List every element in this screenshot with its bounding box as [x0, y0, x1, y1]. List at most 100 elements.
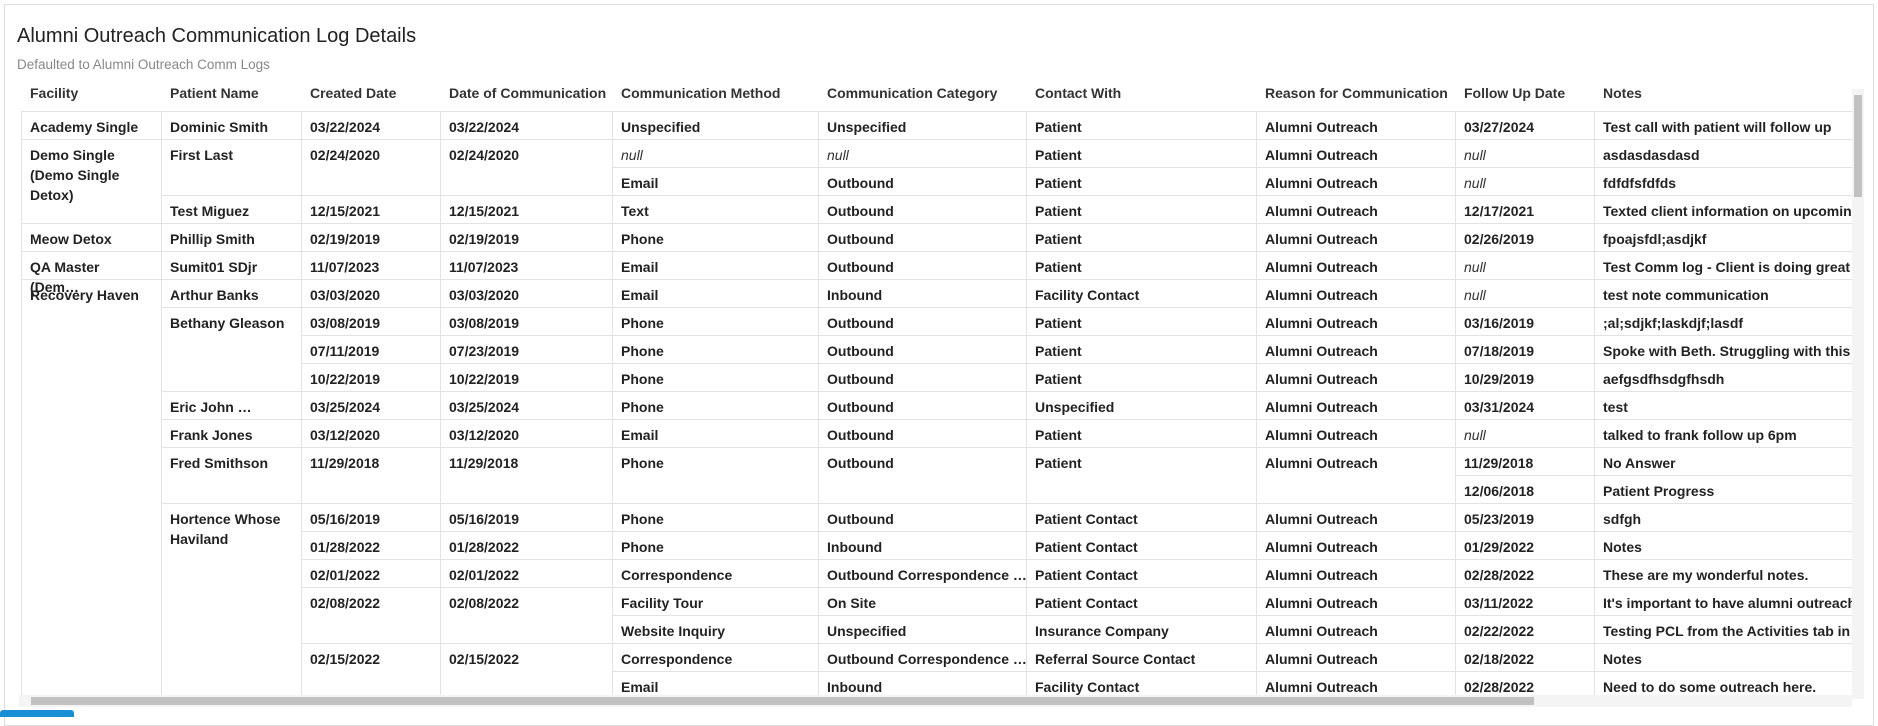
row-divider: [161, 279, 301, 280]
table-cell: asdasdasdasd: [1603, 147, 1700, 163]
table-cell: 03/08/2019: [310, 315, 381, 331]
table-cell: Website Inquiry: [621, 623, 725, 639]
row-divider: [440, 195, 612, 196]
table-cell: Demo Single (Demo Single Detox): [30, 147, 120, 203]
row-divider: [612, 447, 818, 448]
table-cell: Unspecified: [827, 623, 907, 639]
table-cell: Eric John …: [170, 399, 252, 415]
horizontal-scrollbar[interactable]: [19, 695, 1852, 707]
row-divider: [818, 419, 1026, 420]
table-cell: 11/07/2023: [449, 259, 519, 275]
scroll-thumb[interactable]: [31, 697, 1534, 705]
table-cell: No Answer: [1603, 455, 1676, 471]
table-cell: Alumni Outreach: [1265, 679, 1378, 695]
row-divider: [161, 251, 301, 252]
row-divider: [612, 391, 818, 392]
table-cell: Alumni Outreach: [1265, 371, 1378, 387]
table-cell: null: [1464, 427, 1486, 443]
row-divider: [161, 223, 301, 224]
table-cell: 03/25/2024: [449, 399, 520, 415]
row-divider: [301, 363, 440, 364]
table-cell: Patient: [1035, 259, 1082, 275]
table-cell: Unspecified: [827, 119, 907, 135]
table-cell: Patient: [1035, 147, 1082, 163]
row-divider: [1455, 447, 1594, 448]
row-divider: [1026, 587, 1256, 588]
row-divider: [612, 223, 818, 224]
table-cell: 07/18/2019: [1464, 343, 1535, 359]
table-cell: Email: [621, 175, 659, 191]
table-cell: 02/01/2022: [310, 567, 381, 583]
row-divider: [818, 643, 1026, 644]
table-cell: sdfgh: [1603, 511, 1642, 527]
table-cell: 07/11/2019: [310, 343, 380, 359]
row-divider: [1455, 531, 1594, 532]
column-header: Reason for Communication: [1265, 85, 1448, 101]
row-divider: [1256, 195, 1455, 196]
table-cell: Outbound: [827, 315, 894, 331]
table-cell: Alumni Outreach: [1265, 315, 1378, 331]
row-divider: [301, 447, 440, 448]
row-divider: [1026, 279, 1256, 280]
table-cell: 02/28/2022: [1464, 567, 1535, 583]
row-divider: [1594, 643, 1852, 644]
table-cell: Patient: [1035, 371, 1082, 387]
row-divider: [21, 251, 161, 252]
table-cell: Outbound: [827, 427, 894, 443]
table-cell: 02/19/2019: [310, 231, 381, 247]
table-cell: Alumni Outreach: [1265, 539, 1378, 555]
row-divider: [1256, 363, 1455, 364]
row-divider: [440, 363, 612, 364]
table-cell: Alumni Outreach: [1265, 203, 1378, 219]
table-cell: Test Miguez: [170, 203, 250, 219]
row-divider: [301, 643, 440, 644]
table-cell: Alumni Outreach: [1265, 567, 1378, 583]
table-cell: Outbound: [827, 175, 894, 191]
row-divider: [1256, 531, 1455, 532]
table-cell: Insurance Company: [1035, 623, 1169, 639]
column-divider: [1594, 111, 1595, 697]
table-cell: Phone: [621, 511, 664, 527]
row-divider: [1594, 223, 1852, 224]
row-divider: [1594, 251, 1852, 252]
table-cell: Referral Source Contact: [1035, 651, 1196, 667]
row-divider: [301, 139, 440, 140]
table-cell: 03/11/2022: [1464, 595, 1534, 611]
table-cell: Email: [621, 427, 659, 443]
vertical-scrollbar[interactable]: [1852, 89, 1864, 699]
column-header: Communication Category: [827, 85, 998, 101]
table-cell: Alumni Outreach: [1265, 287, 1378, 303]
row-divider: [612, 503, 818, 504]
row-divider: [818, 167, 1026, 168]
scroll-thumb[interactable]: [1854, 95, 1862, 197]
table-cell: Patient Progress: [1603, 483, 1715, 499]
table-cell: Facility Contact: [1035, 679, 1140, 695]
table-cell: 03/12/2020: [310, 427, 381, 443]
bottom-tab[interactable]: [0, 710, 74, 717]
table-cell: Outbound: [827, 371, 894, 387]
table-cell: 03/31/2024: [1464, 399, 1535, 415]
column-header: Notes: [1603, 85, 1642, 101]
row-divider: [1594, 335, 1852, 336]
table-cell: null: [1464, 147, 1486, 163]
table-cell: test note communication: [1603, 287, 1769, 303]
row-divider: [301, 559, 440, 560]
column-divider: [161, 111, 162, 697]
table-cell: Alumni Outreach: [1265, 651, 1378, 667]
row-divider: [440, 251, 612, 252]
row-divider: [301, 419, 440, 420]
row-divider: [1026, 139, 1256, 140]
column-header: Communication Method: [621, 85, 781, 101]
row-divider: [440, 279, 612, 280]
table-cell: 02/28/2022: [1464, 679, 1535, 695]
row-divider: [440, 587, 612, 588]
row-divider: [1026, 447, 1256, 448]
table-cell: 02/24/2020: [310, 147, 381, 163]
row-divider: [440, 559, 612, 560]
row-divider: [612, 615, 818, 616]
table-cell: 02/18/2022: [1464, 651, 1535, 667]
row-divider: [161, 419, 301, 420]
row-divider: [818, 139, 1026, 140]
table-cell: 10/22/2019: [310, 371, 381, 387]
table-cell: Spoke with Beth. Struggling with this ar: [1603, 343, 1852, 359]
